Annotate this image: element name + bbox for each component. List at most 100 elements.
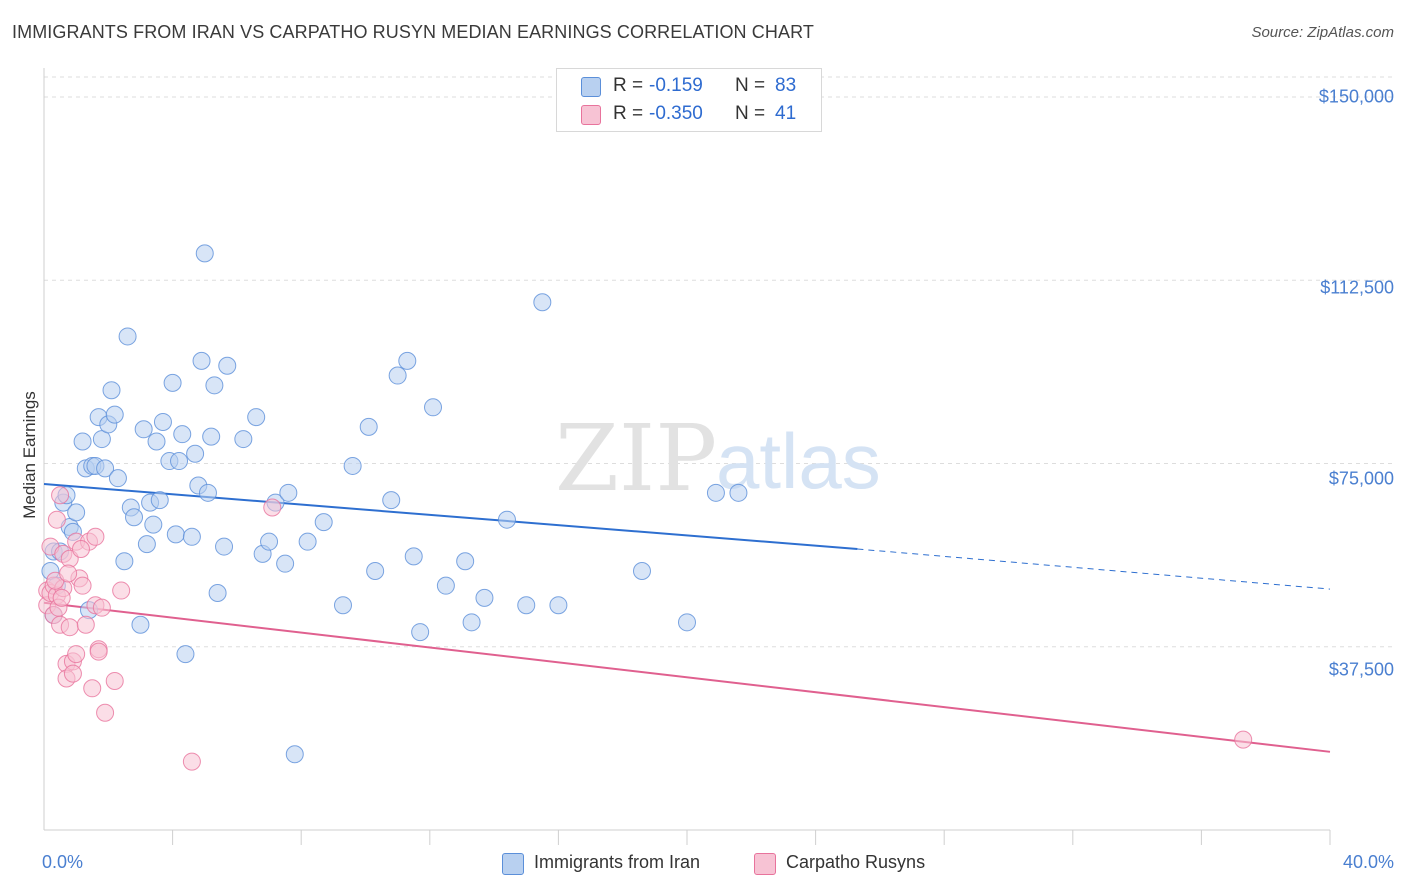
point-iran: [333, 596, 352, 615]
gridlines: [44, 76, 1395, 648]
x-tick-label-min: 0.0%: [42, 852, 84, 872]
bottom-legend-swatch-blue: [502, 853, 524, 875]
point-rusyn: [71, 540, 90, 559]
chart-title: IMMIGRANTS FROM IRAN VS CARPATHO RUSYN M…: [12, 22, 814, 42]
point-rusyn: [67, 645, 86, 664]
point-iran: [436, 576, 455, 595]
point-iran: [234, 430, 253, 449]
point-rusyn: [73, 576, 92, 595]
legend-swatch-blue: [581, 77, 601, 97]
point-rusyn: [60, 618, 79, 637]
point-iran: [279, 483, 298, 502]
legend-r-label: R =: [613, 103, 644, 124]
correlation-legend: R = -0.159 N = 83 R = -0.350 N = 41: [556, 68, 822, 132]
point-rusyn: [83, 679, 102, 698]
point-iran: [276, 554, 295, 573]
point-iran: [208, 583, 227, 602]
scatter-points: [38, 244, 1253, 771]
point-iran: [153, 412, 172, 431]
point-rusyn: [263, 498, 282, 517]
point-iran: [205, 376, 224, 395]
point-rusyn: [1234, 730, 1253, 749]
point-iran: [314, 513, 333, 532]
y-tick-label: $150,000: [1318, 86, 1394, 107]
point-iran: [67, 503, 86, 522]
point-iran: [247, 408, 266, 427]
legend-n-label: N =: [735, 103, 766, 124]
bottom-legend-label: Immigrants from Iran: [534, 852, 701, 872]
point-rusyn: [59, 564, 78, 583]
point-iran: [411, 623, 430, 642]
point-iran: [125, 508, 144, 527]
point-iran: [96, 459, 115, 478]
legend-row-iran: R = -0.159 N = 83: [557, 72, 821, 100]
point-iran: [424, 398, 443, 417]
point-rusyn: [96, 703, 115, 722]
axes: [43, 68, 1331, 845]
point-rusyn: [92, 598, 111, 617]
point-iran: [343, 456, 362, 475]
point-iran: [163, 373, 182, 392]
bottom-legend-rusyn[interactable]: Carpatho Rusyns: [754, 852, 954, 876]
bottom-legend-swatch-pink: [754, 853, 776, 875]
point-rusyn: [89, 642, 108, 661]
point-iran: [115, 552, 134, 571]
point-rusyn: [112, 581, 131, 600]
point-iran: [298, 532, 317, 551]
point-rusyn: [182, 752, 201, 771]
point-iran: [173, 425, 192, 444]
legend-n-label: N =: [735, 75, 766, 96]
point-rusyn: [86, 527, 105, 546]
legend-row-rusyn: R = -0.350 N = 41: [557, 100, 821, 128]
point-iran: [105, 405, 124, 424]
point-iran: [170, 452, 189, 471]
point-iran: [359, 417, 378, 436]
point-iran: [150, 491, 169, 510]
point-iran: [186, 444, 205, 463]
y-tick-label: $75,000: [1328, 468, 1394, 489]
point-rusyn: [76, 615, 95, 634]
point-iran: [102, 381, 121, 400]
x-tick-label-max: 40.0%: [1342, 852, 1394, 872]
point-iran: [678, 613, 696, 632]
bottom-legend-label: Carpatho Rusyns: [786, 852, 926, 872]
legend-swatch-pink: [581, 105, 601, 125]
point-iran: [517, 596, 536, 615]
point-rusyn: [52, 588, 71, 607]
point-iran: [134, 420, 153, 439]
point-iran: [144, 515, 163, 534]
point-iran: [118, 327, 137, 346]
point-iran: [147, 432, 166, 451]
point-iran: [497, 510, 516, 529]
point-iran: [166, 525, 185, 544]
point-iran: [706, 483, 725, 502]
point-iran: [195, 244, 214, 263]
legend-r-value: -0.159: [649, 75, 703, 96]
point-iran: [549, 596, 568, 615]
watermark-zip: ZIP: [555, 405, 717, 512]
y-axis-label: Median Earnings: [20, 391, 39, 519]
point-iran: [382, 491, 401, 510]
point-iran: [462, 613, 481, 632]
legend-n-value: 83: [775, 75, 797, 96]
point-iran: [215, 537, 234, 556]
legend-r-label: R =: [613, 75, 644, 96]
point-iran: [533, 293, 552, 312]
point-iran: [198, 483, 217, 502]
point-iran: [366, 562, 385, 581]
point-iran: [388, 366, 407, 385]
point-rusyn: [51, 486, 70, 505]
legend-r-value: -0.350: [649, 103, 703, 124]
trend-line-iran: [43, 483, 858, 551]
trend-lines: [43, 483, 1331, 753]
point-iran: [137, 535, 156, 554]
point-iran: [632, 562, 651, 581]
point-rusyn: [47, 510, 66, 529]
point-iran: [73, 432, 92, 451]
bottom-legend-iran[interactable]: Immigrants from Iran: [502, 852, 732, 876]
point-iran: [131, 615, 150, 634]
point-iran: [192, 351, 211, 370]
point-iran: [218, 356, 237, 375]
point-iran: [108, 469, 127, 488]
